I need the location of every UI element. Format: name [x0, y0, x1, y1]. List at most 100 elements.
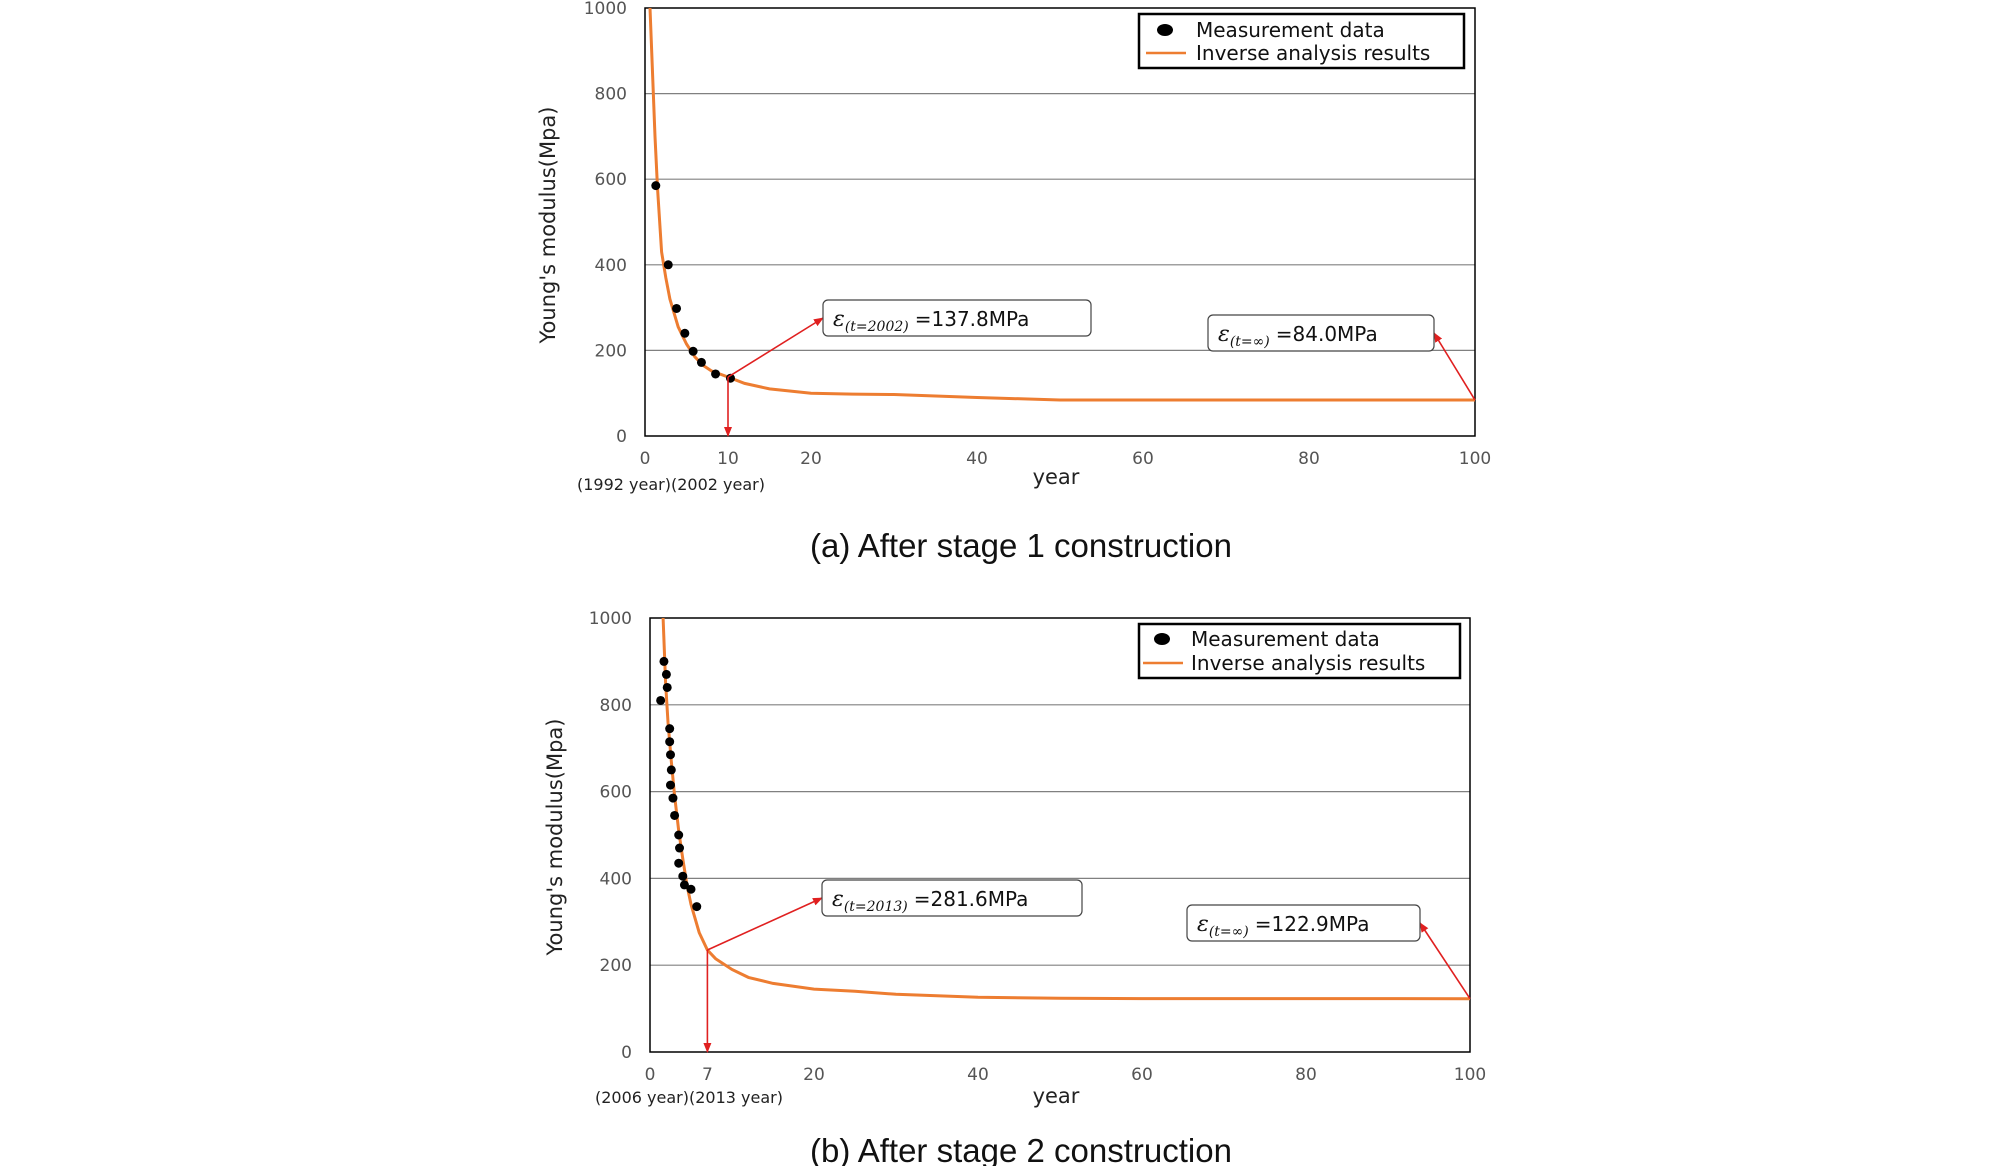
chart-a-y-tick-label: 600: [595, 170, 627, 190]
chart-b-measurement-point: [686, 884, 696, 894]
chart-b-x-tick-label: 40: [967, 1065, 989, 1085]
chart-a-measurement-point: [711, 369, 721, 379]
chart-b-measurement-point: [665, 737, 675, 747]
chart-a-y-ticks: 0 200 400 600 800 1000: [584, 0, 627, 447]
chart-b-measurement-point: [668, 793, 678, 803]
chart-b-y-tick-label: 0: [621, 1043, 632, 1063]
chart-b-measurement-point: [675, 843, 685, 853]
chart-b-measurement-point: [656, 695, 666, 705]
chart-a-annotation-inf-text: ε(t=∞) =84.0MPa: [1218, 322, 1378, 350]
chart-b-x-tick-label: 7: [702, 1065, 713, 1085]
chart-b-y-ticks: 0 200 400 600 800 1000: [589, 609, 632, 1063]
chart-a-x-tick-label: 20: [800, 449, 822, 469]
chart-b-measurement-point: [692, 902, 702, 912]
chart-b-annotation-2013: ε(t=2013) =281.6MPa: [821, 879, 1083, 917]
chart-a-legend-label-inverse: Inverse analysis results: [1196, 41, 1430, 65]
chart-a-y-tick-label: 800: [595, 85, 627, 105]
chart-b-x-tick-label: 20: [803, 1065, 825, 1085]
chart-a-annotation-2002-subscript: (t=2002): [845, 319, 909, 335]
chart-b-measurement-point: [678, 871, 688, 881]
chart-b-annotation-inf-symbol: ε: [1197, 912, 1209, 937]
chart-b-legend-marker-points: [1154, 633, 1170, 645]
chart-a-annotation-2002: ε(t=2002) =137.8MPa: [822, 299, 1092, 337]
chart-b: 0 200 400 600 800 1000 0 7 20 40 60 80 100 Young's …: [543, 609, 1486, 1166]
chart-b-annotation-arrow: [1419, 922, 1471, 1000]
chart-a-year-note: (1992 year)(2002 year): [577, 475, 765, 494]
chart-b-legend-label-inverse: Inverse analysis results: [1191, 651, 1425, 675]
chart-b-measurement-point: [666, 780, 675, 790]
chart-a-measurement-points: [651, 181, 735, 383]
chart-b-caption: (b) After stage 2 construction: [810, 1132, 1232, 1166]
chart-a-annotation-inf-box: [1207, 314, 1435, 352]
chart-b-annotation-2013-value: =281.6MPa: [914, 887, 1029, 911]
chart-b-annotation-arrows: [703, 897, 1471, 1053]
chart-a-annotation-inf-value: =84.0MPa: [1276, 322, 1378, 346]
chart-b-measurement-point: [670, 810, 680, 820]
chart-b-measurement-point: [666, 765, 676, 775]
chart-b-measurement-point: [666, 750, 675, 760]
chart-b-measurement-point: [674, 830, 684, 840]
chart-b-annotation-2013-subscript: (t=2013): [844, 899, 908, 915]
chart-b-y-tick-label: 1000: [589, 609, 632, 629]
chart-b-x-tick-label: 60: [1131, 1065, 1153, 1085]
chart-a-x-tick-label: 100: [1459, 449, 1491, 469]
chart-a-annotation-arrow: [1433, 332, 1476, 401]
chart-b-measurement-points: [656, 656, 702, 912]
chart-b-legend: Measurement data Inverse analysis result…: [1137, 622, 1462, 680]
chart-a-measurement-point: [651, 181, 661, 191]
chart-b-y-tick-label: 400: [600, 869, 632, 889]
chart-b-x-tick-label: 80: [1295, 1065, 1317, 1085]
chart-b-y-tick-label: 200: [600, 956, 632, 976]
chart-a-y-tick-label: 400: [595, 256, 627, 276]
chart-a-measurement-point: [680, 328, 690, 338]
chart-a-annotation-inf-symbol: ε: [1218, 322, 1230, 347]
chart-b-measurement-point: [659, 656, 669, 666]
chart-b-legend-label-measurement: Measurement data: [1191, 627, 1380, 651]
chart-b-y-axis-label: Young's modulus(Mpa): [543, 719, 567, 957]
chart-a-x-ticks: 0 10 20 40 60 80 100: [640, 449, 1492, 469]
chart-a-annotation-2002-box: [822, 299, 1092, 337]
chart-b-annotation-arrow: [707, 897, 823, 951]
chart-b-measurement-point: [665, 724, 675, 734]
chart-a-annotation-2002-text: ε(t=2002) =137.8MPa: [833, 307, 1029, 335]
chart-a-y-tick-label: 1000: [584, 0, 627, 19]
chart-b-annotation-inf: ε(t=∞) =122.9MPa: [1186, 904, 1421, 942]
chart-a-y-axis-label: Young's modulus(Mpa): [536, 107, 560, 345]
chart-b-annotation-2013-box: [821, 879, 1083, 917]
chart-b-annotation-2013-text: ε(t=2013) =281.6MPa: [832, 887, 1028, 915]
chart-a-annotation-arrows: [724, 317, 1476, 437]
chart-b-legend-box: [1137, 622, 1462, 680]
chart-a-y-tick-label: 0: [616, 427, 627, 447]
chart-a-annotation-inf: ε(t=∞) =84.0MPa: [1207, 314, 1435, 352]
chart-a-x-tick-label: 60: [1132, 449, 1154, 469]
chart-a-x-axis-label: year: [1033, 465, 1080, 489]
chart-a-legend-box: [1137, 12, 1466, 70]
chart-b-annotation-inf-value: =122.9MPa: [1255, 912, 1370, 936]
chart-a-annotation-2002-symbol: ε: [833, 307, 845, 332]
chart-b-y-tick-label: 800: [600, 696, 632, 716]
chart-a-measurement-point: [663, 260, 673, 270]
chart-b-measurement-point: [661, 669, 671, 679]
chart-a-legend-marker-points: [1157, 24, 1173, 36]
chart-a-x-tick-label: 40: [966, 449, 988, 469]
chart-b-x-axis-label: year: [1033, 1084, 1080, 1108]
chart-a-inverse-analysis-line: [648, 7, 1475, 402]
chart-a-annotation-inf-subscript: (t=∞): [1230, 334, 1270, 350]
chart-a-x-tick-label: 10: [717, 449, 739, 469]
chart-a-y-tick-label: 200: [595, 341, 627, 361]
chart-b-annotation-inf-text: ε(t=∞) =122.9MPa: [1197, 912, 1369, 940]
chart-b-annotation-inf-subscript: (t=∞): [1209, 924, 1249, 940]
chart-b-measurement-point: [674, 858, 684, 868]
chart-b-x-tick-label: 100: [1454, 1065, 1486, 1085]
chart-a-annotation-arrow: [727, 317, 824, 378]
chart-a: 0 200 400 600 800 1000 0 10 20 40 60 80 100 Young's…: [536, 0, 1491, 564]
chart-a-measurement-point: [696, 357, 706, 367]
chart-a-x-tick-label: 80: [1298, 449, 1320, 469]
chart-a-annotation-2002-value: =137.8MPa: [915, 307, 1030, 331]
chart-a-measurement-point: [672, 303, 682, 313]
chart-b-annotation-inf-box: [1186, 904, 1421, 942]
chart-b-measurement-point: [662, 682, 672, 692]
chart-b-y-tick-label: 600: [600, 783, 632, 803]
chart-a-measurement-point: [688, 346, 698, 356]
